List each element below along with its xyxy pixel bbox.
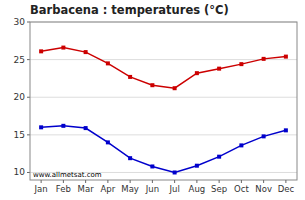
- point-marker: [217, 67, 221, 71]
- point-marker: [217, 155, 221, 159]
- point-marker: [84, 126, 88, 130]
- x-tick-label: Oct: [234, 184, 249, 194]
- x-tick-label: May: [121, 184, 139, 194]
- x-tick: [63, 180, 64, 183]
- x-tick: [285, 180, 286, 183]
- x-tick-label: Jan: [34, 184, 48, 194]
- y-tick-label: 15: [14, 130, 25, 140]
- point-marker: [150, 83, 154, 87]
- x-tick-label: Sep: [211, 184, 227, 194]
- point-marker: [61, 46, 65, 50]
- point-marker: [239, 62, 243, 66]
- point-marker: [61, 124, 65, 128]
- x-tick: [196, 180, 197, 183]
- x-tick: [130, 180, 131, 183]
- x-tick-label: Nov: [255, 184, 272, 194]
- point-marker: [173, 170, 177, 174]
- x-tick-label: Aug: [189, 184, 206, 194]
- point-marker: [284, 55, 288, 59]
- chart-title: Barbacena : temperatures (°C): [30, 3, 229, 17]
- y-tick-label: 25: [14, 55, 25, 65]
- x-tick: [241, 180, 242, 183]
- y-tick-label: 30: [14, 17, 26, 27]
- point-marker: [128, 156, 132, 160]
- point-marker: [239, 143, 243, 147]
- grid-line: [30, 134, 297, 135]
- x-tick-label: Dec: [278, 184, 295, 194]
- x-tick-label: Feb: [56, 184, 71, 194]
- grid: [30, 22, 297, 172]
- point-marker: [195, 164, 199, 168]
- plot-frame: [30, 22, 297, 180]
- point-marker: [39, 125, 43, 129]
- point-marker: [173, 86, 177, 90]
- y-tick-label: 20: [14, 92, 26, 102]
- point-marker: [106, 61, 110, 65]
- x-tick: [152, 180, 153, 183]
- x-tick: [174, 180, 175, 183]
- point-marker: [262, 57, 266, 61]
- y-tick-label: 10: [14, 167, 26, 177]
- x-tick-label: Jun: [145, 184, 159, 194]
- point-marker: [39, 49, 43, 53]
- chart-svg: 10 15 20 25 30 Jan Feb Mar Apr May Jun Jul Aug Sep Oct…: [0, 0, 305, 200]
- series-line: [41, 48, 286, 89]
- x-tick: [219, 180, 220, 183]
- x-tick-label: Mar: [78, 184, 95, 194]
- grid-line: [30, 97, 297, 98]
- point-marker: [106, 140, 110, 144]
- x-tick-label: Jul: [168, 184, 179, 194]
- point-marker: [262, 134, 266, 138]
- data-layer: [39, 46, 288, 175]
- x-tick: [107, 180, 108, 183]
- point-marker: [284, 128, 288, 132]
- watermark: www.allmetsat.com: [33, 171, 102, 179]
- point-marker: [195, 71, 199, 75]
- x-tick-label: Apr: [101, 184, 116, 194]
- point-marker: [84, 50, 88, 54]
- point-marker: [150, 164, 154, 168]
- x-tick: [85, 180, 86, 183]
- series-line: [41, 126, 286, 173]
- chart-container: 10 15 20 25 30 Jan Feb Mar Apr May Jun Jul Aug Sep Oct…: [0, 0, 305, 200]
- x-tick: [41, 180, 42, 183]
- x-tick: [263, 180, 264, 183]
- point-marker: [128, 75, 132, 79]
